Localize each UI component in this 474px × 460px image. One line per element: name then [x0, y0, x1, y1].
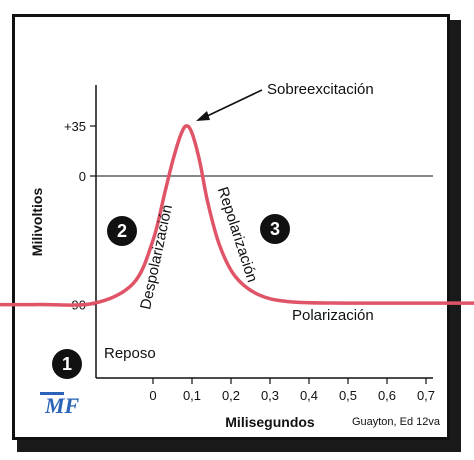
y-axis-label: Milivoltios [29, 188, 45, 257]
x-tick-label: 0,7 [417, 388, 435, 403]
peak-arrow-shaft [202, 89, 263, 119]
svg-text:1: 1 [62, 354, 72, 374]
annotation-peak: Sobreexcitación [267, 81, 374, 98]
x-tick-label: 0 [149, 388, 156, 403]
x-tick-label: 0,4 [300, 388, 318, 403]
annotation-rest-left: Reposo [104, 345, 156, 362]
svg-text:2: 2 [117, 221, 127, 241]
phase-badge-3: 3 [260, 214, 290, 244]
credit-text: Guayton, Ed 12va [352, 416, 441, 428]
axes [95, 85, 433, 379]
peak-arrow [196, 89, 263, 121]
series-group [0, 124, 474, 307]
mf-logo-bar [40, 392, 64, 395]
x-tick-label: 0,3 [261, 388, 279, 403]
phase-badges: 1 2 3 [52, 214, 290, 379]
mf-logo: MF [40, 392, 80, 418]
x-tick-label: 0,5 [339, 388, 357, 403]
figure-frame [12, 14, 450, 440]
mf-logo-text: MF [44, 393, 80, 418]
action-potential-curve [0, 124, 474, 307]
ticks: +350−900 0,1 0,2 0,3 0,4 0,5 0,6 0,7 [64, 119, 435, 403]
annotation-rising: Despolarización [137, 203, 176, 311]
y-tick-label: +35 [64, 119, 86, 134]
phase-badge-2: 2 [107, 216, 137, 246]
x-tick-label: 0,1 [183, 388, 201, 403]
annotation-rest-right: Polarización [292, 307, 374, 324]
annotation-falling: Repolarización [214, 185, 261, 285]
y-tick-label: 0 [79, 169, 86, 184]
x-tick-label: 0,6 [378, 388, 396, 403]
phase-badge-1: 1 [52, 349, 82, 379]
svg-text:3: 3 [270, 219, 280, 239]
x-axis-label: Milisegundos [225, 414, 315, 430]
x-tick-label: 0,2 [222, 388, 240, 403]
peak-arrow-head [196, 111, 210, 121]
